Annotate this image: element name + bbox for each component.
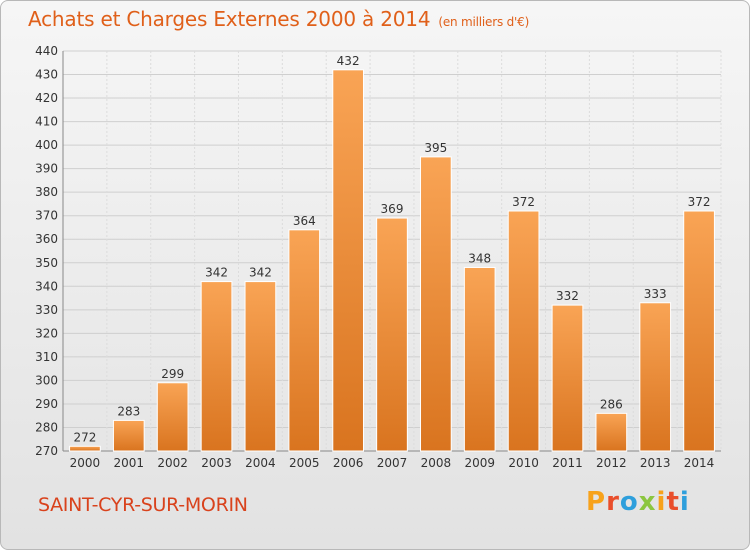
logo-letter: i xyxy=(679,487,690,517)
data-label: 286 xyxy=(600,397,623,411)
data-label: 283 xyxy=(117,404,140,418)
data-label: 272 xyxy=(73,430,96,444)
data-label: 348 xyxy=(468,251,491,265)
x-tick-label: 2000 xyxy=(70,456,101,470)
bar xyxy=(595,412,628,452)
x-tick-label: 2002 xyxy=(157,456,188,470)
bar xyxy=(156,382,189,452)
bar xyxy=(683,210,715,452)
unit-label: (en milliers d'€) xyxy=(438,15,530,29)
bar xyxy=(463,266,496,452)
y-tick-label: 440 xyxy=(35,44,58,58)
x-tick-label: 2014 xyxy=(684,456,715,470)
data-label: 342 xyxy=(249,266,272,280)
y-tick-label: 310 xyxy=(35,350,58,364)
bar xyxy=(639,302,672,452)
x-tick-label: 2011 xyxy=(552,456,583,470)
data-label: 299 xyxy=(161,367,184,381)
y-tick-label: 270 xyxy=(35,444,58,458)
y-tick-label: 410 xyxy=(35,115,58,129)
x-tick-label: 2013 xyxy=(640,456,671,470)
x-tick-label: 2005 xyxy=(289,456,320,470)
logo-letter: t xyxy=(666,487,680,517)
x-tick-label: 2004 xyxy=(245,456,276,470)
data-label: 342 xyxy=(205,266,228,280)
logo-letter: i xyxy=(656,487,667,517)
y-tick-label: 290 xyxy=(35,397,58,411)
y-tick-label: 370 xyxy=(35,209,58,223)
data-label: 372 xyxy=(512,195,535,209)
x-tick-label: 2010 xyxy=(508,456,539,470)
bar xyxy=(420,156,452,452)
bars: 272 283 299 342 342 364 432 369 395 348 372 332 286 3… xyxy=(69,54,715,452)
x-tick-label: 2006 xyxy=(333,456,364,470)
bar xyxy=(332,69,364,452)
data-label: 333 xyxy=(644,287,667,301)
bar xyxy=(69,445,101,452)
x-tick-label: 2003 xyxy=(201,456,232,470)
data-label: 332 xyxy=(556,289,579,303)
y-tick-label: 400 xyxy=(35,138,58,152)
y-tick-label: 420 xyxy=(35,91,58,105)
x-tick-label: 2009 xyxy=(464,456,495,470)
y-tick-label: 390 xyxy=(35,162,58,176)
y-tick-label: 320 xyxy=(35,326,58,340)
bar xyxy=(112,419,145,452)
data-label: 372 xyxy=(688,195,711,209)
x-tick-label: 2012 xyxy=(596,456,627,470)
axes: 270 280 290 300 310 320 330 340 350 360 370 380 390 4… xyxy=(35,44,721,470)
y-tick-label: 330 xyxy=(35,303,58,317)
bar xyxy=(200,281,233,452)
y-tick-label: 350 xyxy=(35,256,58,270)
bar xyxy=(551,304,584,452)
data-label: 364 xyxy=(293,214,316,228)
data-label: 432 xyxy=(337,54,360,68)
y-tick-label: 380 xyxy=(35,185,58,199)
y-tick-label: 430 xyxy=(35,68,58,82)
x-tick-label: 2007 xyxy=(377,456,408,470)
x-tick-label: 2008 xyxy=(421,456,452,470)
logo-letter: P xyxy=(586,487,607,517)
bar xyxy=(507,210,540,452)
y-tick-label: 300 xyxy=(35,373,58,387)
logo-letter: x xyxy=(638,487,657,517)
commune-name: SAINT-CYR-SUR-MORIN xyxy=(38,494,248,516)
data-label: 369 xyxy=(381,202,404,216)
y-tick-label: 280 xyxy=(35,420,58,434)
x-tick-label: 2001 xyxy=(114,456,145,470)
y-tick-label: 360 xyxy=(35,232,58,246)
logo-letter: o xyxy=(619,487,639,517)
chart-title: Achats et Charges Externes 2000 à 2014 (e… xyxy=(28,7,530,31)
logo-letter: r xyxy=(606,487,620,517)
bar xyxy=(244,281,277,452)
y-tick-label: 340 xyxy=(35,279,58,293)
bar xyxy=(376,217,408,452)
bar xyxy=(288,229,321,452)
data-label: 395 xyxy=(424,141,447,155)
proxiti-logo: Proxiti xyxy=(586,487,690,517)
